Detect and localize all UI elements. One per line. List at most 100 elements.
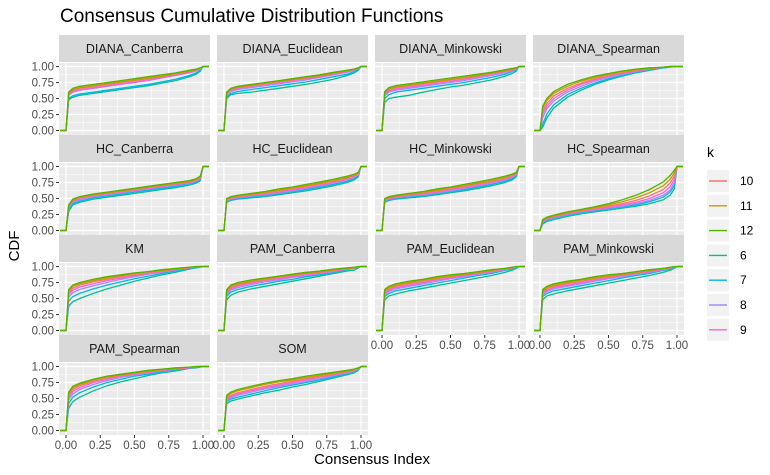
cdf-line-k12	[218, 165, 367, 232]
cdf-line-k6	[60, 65, 209, 132]
cdf-line-k12	[60, 165, 209, 232]
legend-item-k10: 10	[707, 170, 754, 192]
panel-diana-spearman: DIANA_Spearman	[533, 35, 684, 135]
facet-strip	[217, 35, 368, 62]
facet-strip-label: HC_Euclidean	[253, 142, 333, 156]
cdf-line-k6	[60, 165, 209, 232]
cdf-line-k6	[60, 365, 209, 432]
cdf-line-k12	[376, 165, 525, 232]
cdf-line-k12	[534, 265, 683, 332]
facet-strip-label: HC_Minkowski	[409, 142, 492, 156]
y-tick-label: 1.00	[32, 62, 54, 74]
facet-strip	[59, 235, 210, 262]
y-tick-label: 0.75	[32, 278, 54, 290]
cdf-line-k6	[218, 65, 367, 132]
cdf-line-k7	[534, 265, 683, 332]
facet-strip	[533, 135, 684, 162]
facet-strip-label: DIANA_Canberra	[86, 42, 183, 56]
panel-diana-canberra: DIANA_Canberra 0.00 0.25 0.50 0.75 1.00	[32, 35, 210, 138]
legend-label: 12	[740, 224, 754, 238]
x-tick-label: 0.50	[123, 440, 145, 452]
facet-strip-label: SOM	[278, 342, 306, 356]
facet-strip-label: HC_Spearman	[567, 142, 650, 156]
facet-strip	[375, 35, 526, 62]
x-tick-label: 1.00	[192, 440, 214, 452]
legend-label: 9	[740, 323, 747, 337]
x-axis-title: Consensus Index	[314, 451, 430, 468]
legend-label: 6	[740, 248, 747, 262]
legend-label: 8	[740, 298, 747, 312]
y-tick-label: 0.75	[32, 78, 54, 90]
x-tick-label: 0.25	[89, 440, 111, 452]
panel-hc-canberra: HC_Canberra 0.00 0.25 0.50 0.75 1.00	[32, 135, 210, 238]
cdf-line-k6	[218, 365, 367, 432]
cdf-line-k7	[376, 265, 525, 332]
x-tick-label: 0.75	[158, 440, 180, 452]
x-tick-label: 1.00	[666, 340, 688, 352]
facet-strip	[217, 235, 368, 262]
x-tick-label: 0.00	[55, 440, 77, 452]
x-tick-label: 0.00	[529, 340, 551, 352]
y-tick-label: 1.00	[32, 262, 54, 274]
facet-panels: DIANA_Canberra 0.00 0.25 0.50 0.75 1.00 DIANA_…	[32, 35, 688, 452]
panel-som: SOM 0.00 0.25 0.50 0.75 1.00	[213, 335, 372, 452]
x-tick-label: 0.75	[632, 340, 654, 352]
cdf-line-k12	[534, 165, 683, 232]
cdf-line-k6	[218, 265, 367, 332]
panel-hc-spearman: HC_Spearman	[533, 135, 684, 235]
legend-item-k12: 12	[707, 219, 754, 242]
cdf-line-k6	[534, 265, 683, 332]
y-axis-title: CDF	[6, 231, 23, 262]
facet-strip-label: DIANA_Spearman	[557, 42, 660, 56]
y-tick-label: 0.25	[32, 410, 54, 422]
facet-strip-label: PAM_Canberra	[250, 242, 335, 256]
facet-strip	[533, 35, 684, 62]
y-tick-label: 0.00	[32, 226, 54, 238]
facet-strip	[533, 235, 684, 262]
cdf-line-k7	[60, 265, 209, 332]
y-tick-label: 0.50	[32, 194, 54, 206]
cdf-line-k12	[534, 65, 683, 132]
cdf-line-k6	[534, 165, 683, 232]
y-tick-label: 0.50	[32, 394, 54, 406]
panel-pam-minkowski: PAM_Minkowski 0.00 0.25 0.50 0.75 1.00	[529, 235, 688, 352]
cdf-line-k7	[218, 65, 367, 132]
facet-strip-label: DIANA_Euclidean	[242, 42, 342, 56]
facet-strip-label: DIANA_Minkowski	[399, 42, 502, 56]
panel-pam-canberra: PAM_Canberra	[217, 235, 368, 335]
cdf-line-k12	[218, 65, 367, 132]
panel-pam-euclidean: PAM_Euclidean 0.00 0.25 0.50 0.75 1.00	[371, 235, 530, 352]
cdf-line-k12	[60, 365, 209, 432]
y-tick-label: 0.00	[32, 126, 54, 138]
y-tick-label: 1.00	[32, 362, 54, 374]
facet-strip-label: PAM_Euclidean	[406, 242, 494, 256]
legend-label: 7	[740, 273, 747, 287]
legend: k 10 11 12 6 7 8 9	[703, 144, 765, 343]
x-tick-label: 1.00	[350, 440, 372, 452]
cdf-line-k12	[60, 265, 209, 332]
legend-item-k11: 11	[707, 194, 753, 217]
y-tick-label: 0.75	[32, 378, 54, 390]
facet-strip-label: PAM_Minkowski	[563, 242, 654, 256]
x-tick-label: 0.50	[281, 440, 303, 452]
y-tick-label: 0.25	[32, 310, 54, 322]
cdf-line-k12	[376, 265, 525, 332]
chart-title: Consensus Cumulative Distribution Functi…	[60, 6, 443, 27]
x-tick-label: 1.00	[508, 340, 530, 352]
panel-diana-minkowski: DIANA_Minkowski	[375, 35, 526, 135]
y-tick-label: 0.75	[32, 178, 54, 190]
legend-label: 10	[740, 174, 754, 188]
legend-title: k	[707, 144, 715, 160]
cdf-line-k12	[60, 65, 209, 132]
x-tick-label: 0.00	[213, 440, 235, 452]
cdf-line-k12	[218, 265, 367, 332]
y-tick-label: 0.00	[32, 326, 54, 338]
cdf-line-k7	[60, 65, 209, 132]
cdf-line-k11	[376, 265, 525, 332]
facet-strip	[217, 335, 368, 362]
facet-strip	[375, 135, 526, 162]
facet-strip-label: PAM_Spearman	[89, 342, 180, 356]
x-tick-label: 0.75	[316, 440, 338, 452]
panel-hc-euclidean: HC_Euclidean	[217, 135, 368, 235]
